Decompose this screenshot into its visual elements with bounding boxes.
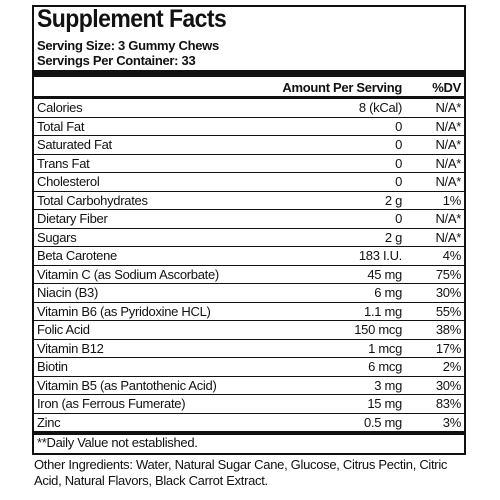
- amount: 2 g: [384, 192, 402, 208]
- daily-value: 30%: [435, 377, 461, 393]
- daily-value: N/A*: [435, 174, 461, 189]
- serving-size: Serving Size: 3 Gummy Chews: [37, 38, 219, 53]
- nutrient-name: Niacin (B3): [37, 285, 98, 300]
- amount: 45 mg: [367, 266, 402, 282]
- footnote: **Daily Value not established.: [37, 435, 198, 450]
- nutrient-row: Total Carbohydrates 2 g 1%: [34, 192, 464, 210]
- nutrient-row: Zinc 0.5 mg 3%: [34, 414, 464, 432]
- daily-value: N/A*: [435, 137, 461, 152]
- nutrient-row: Vitamin B6 (as Pyridoxine HCL) 1.1 mg 55%: [34, 303, 464, 321]
- daily-value: N/A*: [435, 100, 461, 115]
- amount: 0: [395, 211, 402, 226]
- nutrient-row: Trans Fat 0 N/A*: [34, 155, 464, 173]
- thick-rule: [34, 70, 464, 77]
- amount: 0: [395, 155, 402, 171]
- nutrient-row: Vitamin C (as Sodium Ascorbate) 45 mg 75%: [34, 266, 464, 284]
- daily-value: N/A*: [435, 155, 461, 171]
- dv-header: %DV: [432, 80, 461, 95]
- nutrient-name: Folic Acid: [37, 322, 90, 337]
- nutrient-row: Total Fat 0 N/A*: [34, 118, 464, 136]
- nutrient-name: Iron (as Ferrous Fumerate): [37, 396, 186, 411]
- nutrient-name: Dietary Fiber: [37, 211, 108, 226]
- daily-value: 38%: [435, 322, 461, 337]
- nutrient-row: Dietary Fiber 0 N/A*: [34, 210, 464, 229]
- daily-value: 75%: [435, 266, 461, 282]
- nutrient-row: Cholesterol 0 N/A*: [34, 173, 464, 192]
- daily-value: 1%: [442, 192, 462, 208]
- daily-value: 17%: [435, 340, 461, 356]
- other-ingredients: Other Ingredients: Water, Natural Sugar …: [34, 457, 448, 488]
- amount: 6 mg: [374, 285, 402, 300]
- amount: 150 mcg: [354, 322, 402, 337]
- nutrient-name: Sugars: [37, 229, 77, 245]
- nutrient-name: Zinc: [37, 414, 61, 430]
- amount: 0.5 mg: [364, 414, 402, 430]
- nutrient-name: Vitamin B6 (as Pyridoxine HCL): [37, 303, 211, 319]
- nutrient-row: Sugars 2 g N/A*: [34, 229, 464, 247]
- daily-value: N/A*: [435, 229, 461, 245]
- nutrient-row: Vitamin B5 (as Pantothenic Acid) 3 mg 30%: [34, 377, 464, 395]
- amount: 0: [395, 174, 402, 189]
- amount: 3 mg: [374, 377, 402, 393]
- nutrient-row: Folic Acid 150 mcg 38%: [34, 321, 464, 340]
- nutrient-name: Vitamin B12: [37, 340, 104, 356]
- nutrient-name: Cholesterol: [37, 174, 100, 189]
- nutrient-name: Saturated Fat: [37, 137, 112, 152]
- daily-value: 30%: [435, 285, 461, 300]
- amount: 1 mcg: [368, 340, 402, 356]
- nutrient-name: Calories: [37, 100, 83, 115]
- daily-value: N/A*: [435, 211, 461, 226]
- nutrient-name: Total Fat: [37, 118, 85, 134]
- nutrient-row: Beta Carotene 183 I.U. 4%: [34, 247, 464, 266]
- amount-header: Amount Per Serving: [282, 80, 402, 95]
- daily-value: 83%: [435, 396, 461, 411]
- amount: 0: [395, 137, 402, 152]
- nutrient-name: Trans Fat: [37, 155, 90, 171]
- amount: 6 mcg: [368, 359, 402, 374]
- bottom-rule: [34, 431, 464, 435]
- header-row: Amount Per Serving %DV: [34, 79, 464, 97]
- nutrient-name: Vitamin C (as Sodium Ascorbate): [37, 266, 219, 282]
- daily-value: 3%: [442, 414, 462, 430]
- supplement-facts-panel: Supplement Facts Serving Size: 3 Gummy C…: [32, 5, 466, 455]
- nutrient-row: Saturated Fat 0 N/A*: [34, 136, 464, 155]
- nutrient-row: Iron (as Ferrous Fumerate) 15 mg 83%: [34, 395, 464, 414]
- nutrient-row: Vitamin B12 1 mcg 17%: [34, 340, 464, 358]
- servings-per-container: Servings Per Container: 33: [37, 53, 196, 68]
- nutrient-row: Biotin 6 mcg 2%: [34, 358, 464, 377]
- nutrient-name: Beta Carotene: [37, 248, 117, 263]
- daily-value: N/A*: [435, 118, 461, 134]
- amount: 15 mg: [367, 396, 402, 411]
- amount: 0: [395, 118, 402, 134]
- nutrient-name: Total Carbohydrates: [37, 192, 148, 208]
- nutrient-name: Biotin: [37, 359, 68, 374]
- amount: 2 g: [384, 229, 402, 245]
- daily-value: 2%: [442, 359, 462, 374]
- title: Supplement Facts: [37, 5, 227, 33]
- nutrient-row: Niacin (B3) 6 mg 30%: [34, 284, 464, 303]
- header-rule: [34, 96, 464, 99]
- amount: 183 I.U.: [358, 248, 402, 263]
- daily-value: 4%: [442, 248, 462, 263]
- nutrient-name: Vitamin B5 (as Pantothenic Acid): [37, 377, 217, 393]
- amount: 1.1 mg: [364, 303, 402, 319]
- amount: 8 (kCal): [358, 100, 402, 115]
- nutrient-row: Calories 8 (kCal) N/A*: [34, 99, 464, 118]
- daily-value: 55%: [435, 303, 461, 319]
